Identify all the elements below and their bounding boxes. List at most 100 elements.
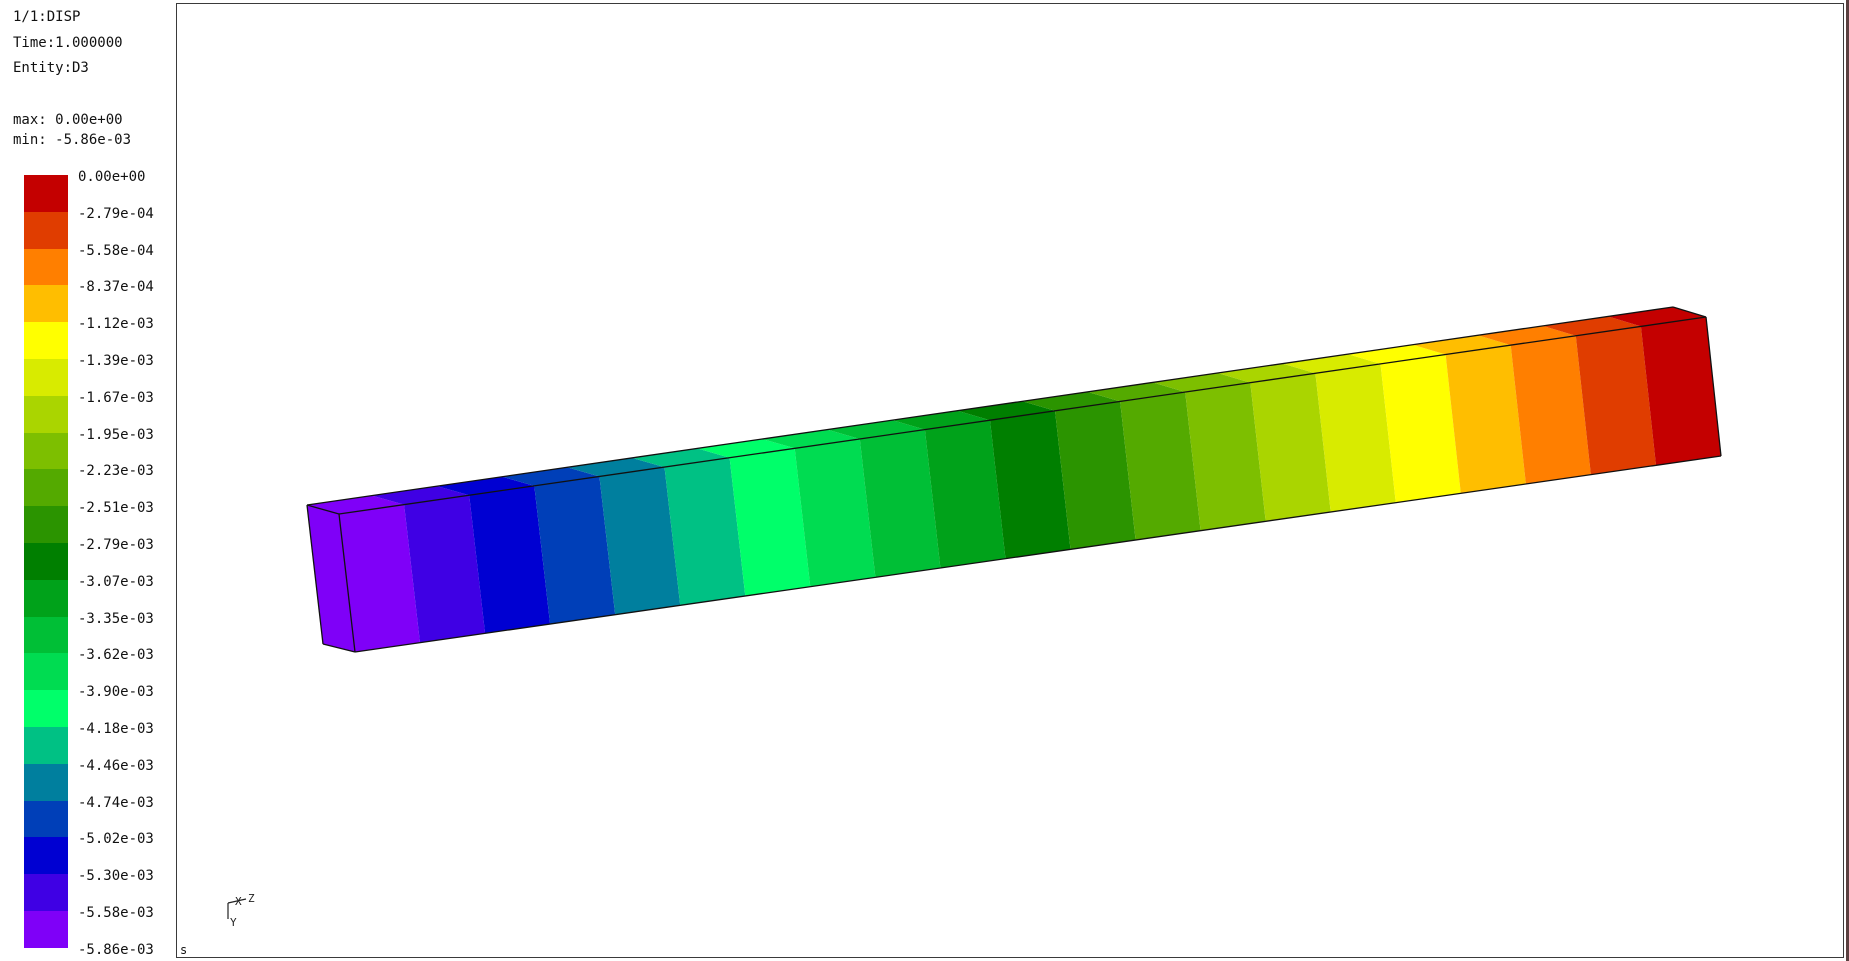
beam-front-band (534, 476, 616, 624)
legend-label: -4.46e-03 (78, 757, 154, 774)
legend-swatch (24, 763, 68, 801)
legend-label: -8.37e-04 (78, 279, 154, 296)
legend-swatch (24, 359, 68, 396)
beam-front-band (469, 485, 551, 634)
legend-swatch (24, 837, 68, 875)
beam-top-band (1608, 307, 1706, 327)
beam-top-band (307, 495, 405, 514)
beam-end-face (307, 505, 355, 652)
legend-label: -3.62e-03 (78, 647, 154, 664)
beam-front-band (1575, 326, 1656, 475)
legend-entry: -4.46e-03 (24, 758, 204, 801)
legend-entry: -4.18e-03 (24, 721, 204, 764)
legend-entry: -5.58e-03 (24, 905, 204, 948)
legend-entry: -5.58e-04 (24, 243, 204, 286)
beam-front-band (924, 420, 1006, 568)
beam-top-band (957, 401, 1055, 421)
legend-swatch (24, 322, 68, 360)
beam-top-band (1477, 325, 1576, 346)
legend-swatch (24, 874, 68, 912)
beam-top-band (1347, 344, 1446, 364)
beam-edge-line (322, 643, 356, 653)
legend-entry: -1.39e-03 (24, 353, 204, 396)
beam-front-face (339, 317, 1721, 652)
beam-top-band (437, 476, 535, 496)
legend-swatch (24, 432, 68, 470)
beam-top-band (762, 429, 860, 449)
beam-front-band (859, 429, 941, 578)
entity-label: Entity:D3 (13, 60, 89, 76)
beam-edge-line (338, 316, 1707, 515)
legend-label: -2.79e-03 (78, 537, 154, 553)
legend-label: -5.58e-03 (78, 905, 154, 921)
beam-front-band (729, 448, 811, 596)
legend-swatch (24, 911, 68, 948)
legend-label: -3.90e-03 (78, 684, 154, 701)
legend-entry: -3.07e-03 (24, 574, 204, 617)
beam-model[interactable] (177, 4, 1843, 957)
legend-label: -5.30e-03 (78, 868, 154, 885)
legend-swatch (24, 211, 68, 249)
legend-entry: -2.79e-03 (24, 537, 204, 580)
triad-x-label: X (235, 895, 242, 908)
viewport-corner-label: s (180, 943, 188, 957)
legend-entry: -5.02e-03 (24, 831, 204, 875)
beam-top-band (1412, 335, 1511, 355)
legend-swatch (24, 690, 68, 728)
max-value-label: max: 0.00e+00 (13, 112, 123, 128)
time-label: Time:1.000000 (13, 35, 123, 51)
legend-entry: -5.30e-03 (24, 868, 204, 912)
legend-label: -5.58e-04 (78, 242, 154, 259)
legend-swatch (24, 579, 68, 617)
beam-front-band (1510, 335, 1591, 484)
beam-front-band (794, 439, 876, 587)
legend-label: -1.12e-03 (78, 316, 154, 333)
beam-front-band (1185, 382, 1266, 531)
model-viewport[interactable]: s (176, 3, 1844, 958)
axis-triad: X Z Y (227, 893, 255, 929)
beam-edge-line (306, 504, 324, 645)
legend-label: -5.02e-03 (78, 831, 154, 848)
beam-front-band (1640, 317, 1721, 466)
beam-front-band (404, 495, 486, 643)
min-value-label: min: -5.86e-03 (13, 132, 132, 148)
legend-label: -1.67e-03 (78, 389, 154, 406)
beam-top-band (372, 486, 470, 505)
beam-top-face (307, 307, 1706, 514)
triad-y-label: Y (230, 916, 237, 929)
legend-entry: -2.79e-04 (24, 206, 204, 249)
legend-entry: -1.12e-03 (24, 316, 204, 360)
legend-entry: -2.51e-03 (24, 500, 204, 544)
legend-label: -3.07e-03 (78, 573, 154, 590)
legend-swatch (24, 469, 68, 507)
legend-swatch (24, 285, 68, 323)
legend-label: -3.35e-03 (78, 610, 154, 627)
beam-edges (306, 306, 1722, 653)
beam-front-band (1120, 392, 1201, 540)
legend-bottom-label: -5.86e-03 (78, 941, 154, 958)
beam-top-band (892, 410, 990, 430)
beam-top-band (1087, 382, 1186, 402)
beam-edge-line (306, 504, 340, 515)
beam-front-band (1315, 363, 1396, 512)
legend-swatch (24, 395, 68, 433)
beam-top-band (632, 448, 730, 468)
legend-label: -2.51e-03 (78, 500, 154, 517)
beam-edge-line (306, 306, 1674, 506)
beam-front-band (339, 504, 420, 652)
beam-front-band (664, 457, 746, 606)
legend-label: -1.39e-03 (78, 353, 154, 369)
beam-front-band (1445, 345, 1526, 494)
legend-entry: 0.00e+00 (24, 169, 204, 212)
beam-top-band (1152, 373, 1251, 392)
beam-edge-line (354, 455, 1722, 653)
legend-label: -4.18e-03 (78, 721, 154, 737)
beam-top-band (827, 420, 925, 439)
beam-top-band (697, 439, 795, 458)
legend-swatch (24, 653, 68, 691)
legend-entry: -3.35e-03 (24, 611, 204, 654)
beam-top-band (502, 467, 600, 486)
legend-label: 0.00e+00 (78, 169, 146, 185)
beam-edge-line (1705, 316, 1722, 457)
